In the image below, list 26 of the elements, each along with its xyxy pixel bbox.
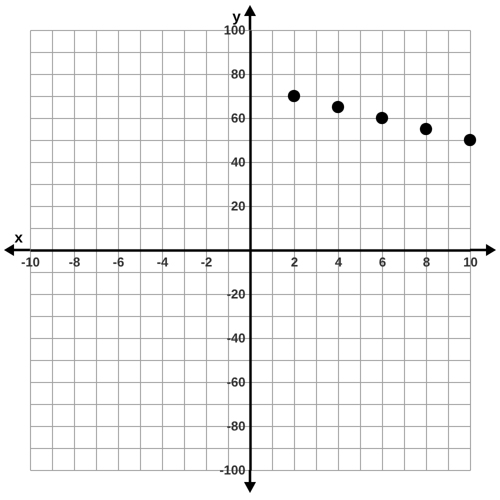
x-tick-label: 2 [290,254,298,270]
x-tick-label: -6 [112,254,124,270]
x-tick-label: -8 [68,254,80,270]
x-tick-label: 6 [378,254,386,270]
y-tick-label: -80 [226,418,246,434]
x-tick-label: -2 [200,254,212,270]
x-tick-label: 10 [463,254,478,270]
x-tick-label: -10 [21,254,40,270]
y-tick-label: -40 [226,330,246,346]
x-tick-label: 4 [334,254,343,270]
y-tick-label: 80 [231,66,246,82]
point [464,134,476,146]
point [332,100,344,114]
x-axis-title: x [14,230,24,246]
y-tick-label: -100 [219,462,246,478]
point [376,112,388,124]
y-tick-label: 20 [231,198,246,214]
y-tick-label: 60 [231,110,246,126]
x-tick-label: 8 [422,254,430,270]
y-tick-label: 40 [231,154,246,170]
x-tick-label: -4 [156,254,170,270]
y-axis-title: y [232,8,242,26]
point [420,122,432,136]
y-tick-label: -20 [226,286,246,302]
y-tick-label: -60 [226,374,246,390]
point [288,90,300,102]
